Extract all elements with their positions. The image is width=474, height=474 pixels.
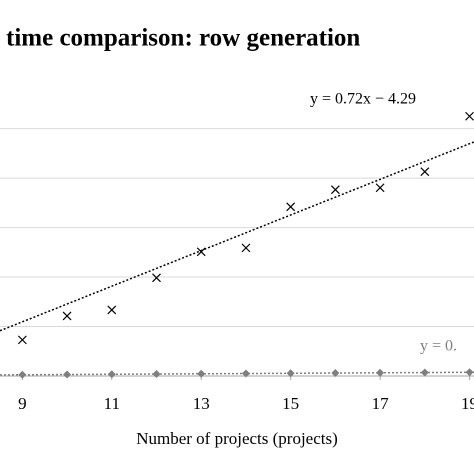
x-axis-title: Number of projects (projects) <box>136 429 338 448</box>
point <box>376 368 385 377</box>
point <box>17 335 27 345</box>
point <box>107 305 117 315</box>
trendline-label: y = 0.72x − 4.29 <box>310 91 416 108</box>
point <box>241 243 251 253</box>
point <box>331 369 340 378</box>
point <box>465 368 474 377</box>
point <box>241 369 250 378</box>
point <box>420 167 430 177</box>
point <box>63 370 72 379</box>
point <box>196 247 206 257</box>
trendline <box>0 141 474 332</box>
trendline <box>0 371 474 376</box>
point <box>107 370 116 379</box>
point <box>420 368 429 377</box>
x-tick-label: 19 <box>461 394 474 413</box>
point <box>152 370 161 379</box>
chart-title: time comparison: row generation <box>6 25 360 52</box>
point <box>62 311 72 321</box>
point <box>197 369 206 378</box>
point <box>152 273 161 283</box>
x-tick-label: 15 <box>282 394 299 413</box>
x-tick-label: 17 <box>372 394 390 413</box>
x-tick-label: 11 <box>104 394 120 413</box>
point <box>18 370 27 379</box>
point <box>286 369 295 378</box>
point <box>286 202 296 212</box>
x-tick-label: 13 <box>193 394 210 413</box>
point <box>375 183 385 193</box>
point <box>465 111 474 121</box>
x-tick-label: 9 <box>18 394 27 413</box>
trendline-label: y = 0. <box>420 338 457 355</box>
point <box>330 185 340 195</box>
